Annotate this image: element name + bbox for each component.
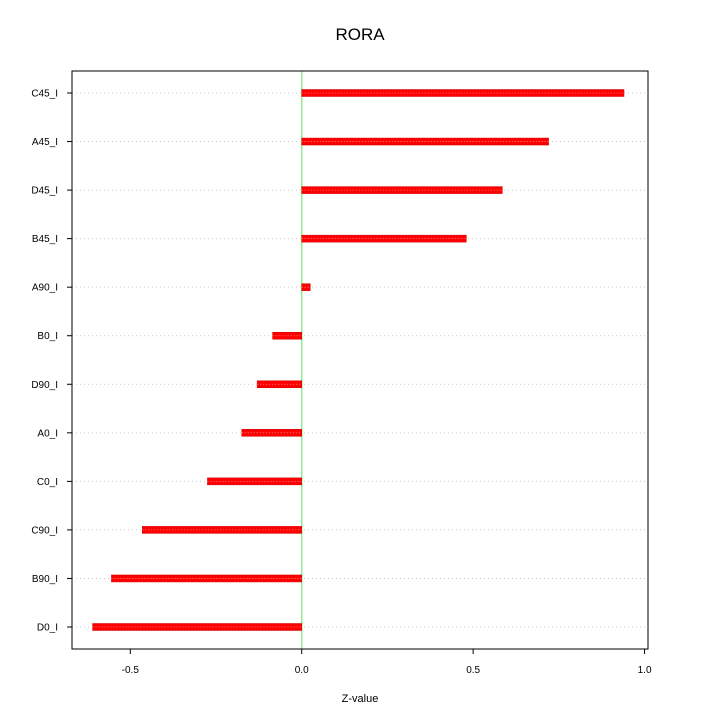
x-axis: -0.5 0.0 0.5 1.0	[122, 649, 652, 676]
y-tick-label: C0_I	[37, 477, 58, 488]
y-tick-label: C45_I	[31, 89, 58, 100]
y-tick-label: D45_I	[31, 186, 58, 197]
x-tick-label: 0.0	[295, 665, 309, 676]
y-tick-label: B90_I	[32, 574, 58, 585]
x-tick-label: 1.0	[638, 665, 652, 676]
x-tick-label: -0.5	[122, 665, 140, 676]
y-tick-label: D0_I	[37, 623, 58, 634]
y-tick-label: A0_I	[37, 428, 58, 439]
bar-c0-i	[207, 477, 302, 486]
y-tick-label: B0_I	[37, 331, 58, 342]
y-tick-label: A45_I	[32, 137, 58, 148]
x-tick-label: 0.5	[466, 665, 480, 676]
grid-lines	[72, 92, 648, 628]
bar-a90-i	[301, 283, 311, 291]
y-tick-label: A90_I	[32, 283, 58, 294]
chart-title: RORA	[335, 25, 385, 44]
y-tick-label: B45_I	[32, 234, 58, 245]
bars	[92, 89, 625, 631]
x-axis-label: Z-value	[342, 693, 379, 705]
y-tick-label: D90_I	[31, 380, 58, 391]
plot-frame	[71, 70, 649, 650]
y-axis: C45_I A45_I D45_I B45_I A90_I B0_I D90_I A0_I C0…	[31, 89, 72, 634]
y-tick-label: C90_I	[31, 525, 58, 536]
bar-b90-i	[111, 574, 302, 583]
